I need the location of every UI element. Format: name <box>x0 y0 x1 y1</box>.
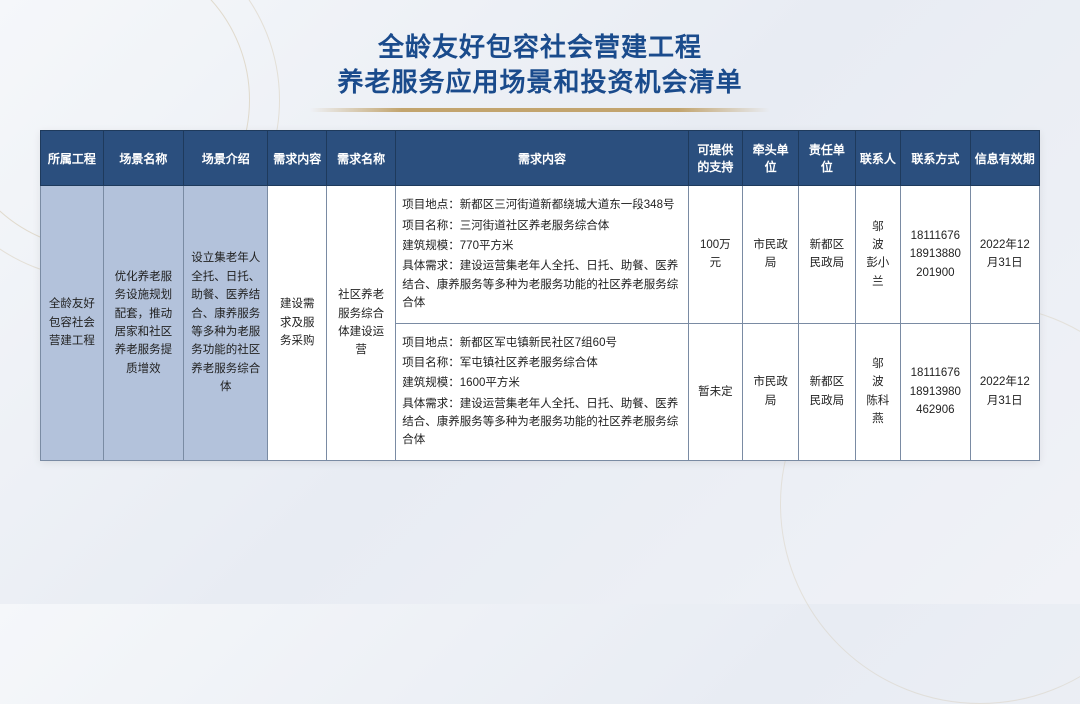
cell-resp-1: 新都区民政局 <box>799 186 855 323</box>
cell-scene-name: 优化养老服务设施规划配套，推动居家和社区养老服务提质增效 <box>103 186 183 461</box>
col-phone: 联系方式 <box>901 131 971 186</box>
col-req-detail: 需求内容 <box>396 131 688 186</box>
cell-support-2: 暂未定 <box>688 323 742 460</box>
data-table: 所属工程 场景名称 场景介绍 需求内容 需求名称 需求内容 可提供的支持 牵头单… <box>40 130 1040 461</box>
cell-valid-2: 2022年12月31日 <box>970 323 1039 460</box>
col-project: 所属工程 <box>41 131 104 186</box>
title-block: 全龄友好包容社会营建工程 养老服务应用场景和投资机会清单 <box>40 30 1040 112</box>
cell-support-1: 100万元 <box>688 186 742 323</box>
title-underline <box>310 108 770 112</box>
cell-lead-2: 市民政局 <box>742 323 798 460</box>
cell-phone-2: 18111676 18913980 462906 <box>901 323 971 460</box>
cell-req-name: 社区养老服务综合体建设运营 <box>326 186 395 461</box>
col-valid: 信息有效期 <box>970 131 1039 186</box>
col-support: 可提供的支持 <box>688 131 742 186</box>
col-req-name: 需求名称 <box>326 131 395 186</box>
cell-lead-1: 市民政局 <box>742 186 798 323</box>
title-line-1: 全龄友好包容社会营建工程 <box>40 30 1040 65</box>
cell-contact-1: 邬 波 彭小兰 <box>855 186 900 323</box>
cell-detail-1: 项目地点：新都区三河街道新都绕城大道东一段348号 项目名称：三河街道社区养老服… <box>396 186 688 323</box>
table-row: 全龄友好包容社会营建工程 优化养老服务设施规划配套，推动居家和社区养老服务提质增… <box>41 186 1040 323</box>
col-resp-unit: 责任单位 <box>799 131 855 186</box>
cell-phone-1: 18111676 18913880 201900 <box>901 186 971 323</box>
col-scene-intro: 场景介绍 <box>183 131 267 186</box>
col-lead-unit: 牵头单位 <box>742 131 798 186</box>
cell-scene-intro: 设立集老年人全托、日托、助餐、医养结合、康养服务等多种为老服务功能的社区养老服务… <box>183 186 267 461</box>
col-scene-name: 场景名称 <box>103 131 183 186</box>
content-container: 全龄友好包容社会营建工程 养老服务应用场景和投资机会清单 所属工程 场景名称 场… <box>0 0 1080 481</box>
col-req-content: 需求内容 <box>268 131 326 186</box>
cell-valid-1: 2022年12月31日 <box>970 186 1039 323</box>
cell-detail-2: 项目地点：新都区军屯镇新民社区7组60号 项目名称：军屯镇社区养老服务综合体 建… <box>396 323 688 460</box>
cell-project: 全龄友好包容社会营建工程 <box>41 186 104 461</box>
cell-contact-2: 邬 波 陈科燕 <box>855 323 900 460</box>
cell-resp-2: 新都区民政局 <box>799 323 855 460</box>
table-header-row: 所属工程 场景名称 场景介绍 需求内容 需求名称 需求内容 可提供的支持 牵头单… <box>41 131 1040 186</box>
col-contact: 联系人 <box>855 131 900 186</box>
cell-req-content-short: 建设需求及服务采购 <box>268 186 326 461</box>
title-line-2: 养老服务应用场景和投资机会清单 <box>40 65 1040 100</box>
